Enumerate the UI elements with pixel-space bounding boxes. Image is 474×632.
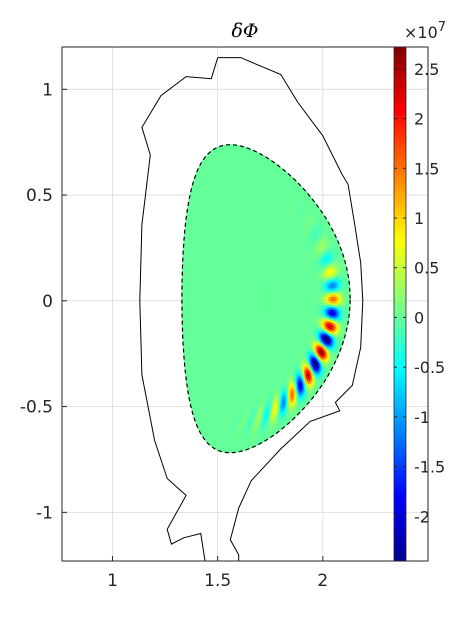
plot-figure: 1 1.5 2 10.50-0.5-1 δΦ 2.521.510.50-0.5-1-… [20,20,446,591]
